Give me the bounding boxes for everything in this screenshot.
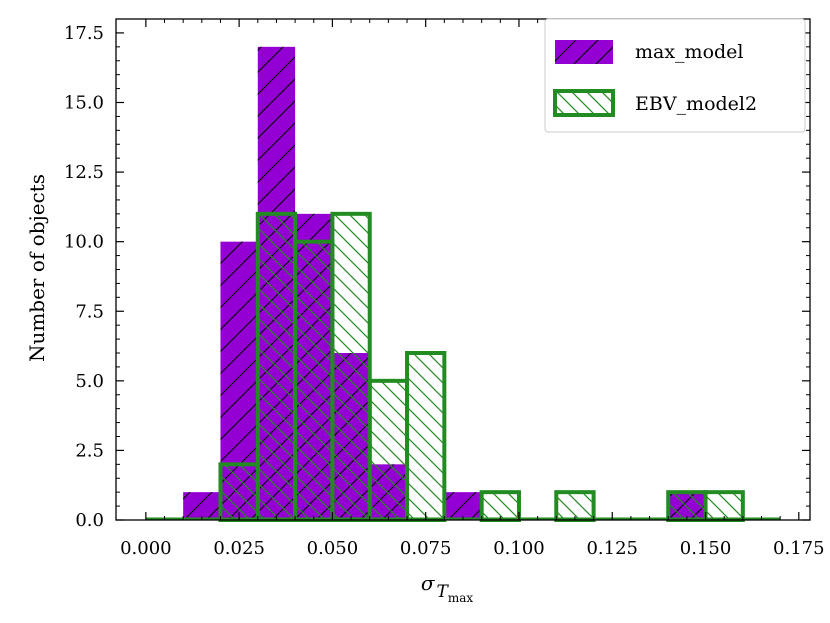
y-axis-label: Number of objects: [25, 174, 49, 362]
y-tick-label: 5.0: [75, 371, 104, 392]
y-tick-label: 17.5: [64, 23, 104, 44]
bar-hatch-ebv-model2: [220, 464, 258, 520]
x-tick-label: 0.075: [400, 538, 452, 559]
bar-hatch-ebv-model2: [556, 492, 594, 520]
x-tick-label: 0.050: [307, 538, 359, 559]
bar-hatch-ebv-model2: [257, 213, 296, 521]
legend-label-max-model: max_model: [635, 41, 744, 63]
x-tick-label: 0.175: [773, 538, 825, 559]
bar-hatch-ebv-model2: [332, 213, 370, 521]
y-tick-label: 15.0: [64, 93, 104, 114]
x-tick-label: 0.150: [680, 538, 732, 559]
ticks: 0.000 0.025 0.050 0.075 0.100 0.125 0.150 0.175…: [64, 19, 825, 559]
legend-swatch-max-model-hatch: [555, 40, 613, 64]
legend-swatch-ebv-model2-hatch: [555, 91, 613, 115]
bar-hatch-ebv-model2: [295, 241, 333, 520]
bar-hatch-ebv-model2: [705, 492, 743, 520]
bar-hatch-ebv-model2: [481, 492, 519, 520]
legend-label-ebv-model2: EBV_model2: [635, 93, 757, 115]
bar-hatch-max-model: [444, 492, 482, 520]
y-tick-label: 10.0: [64, 232, 104, 253]
y-tick-label: 0.0: [75, 510, 104, 531]
y-tick-label: 12.5: [64, 162, 104, 183]
bar-hatch-ebv-model2: [407, 353, 445, 520]
x-tick-label: 0.125: [586, 538, 638, 559]
x-axis-label: σ Tmax: [421, 571, 474, 605]
y-tick-label: 7.5: [75, 301, 104, 322]
bar-hatch-ebv-model2: [369, 380, 408, 520]
legend: max_model EBV_model2: [544, 18, 806, 133]
y-tick-label: 2.5: [75, 440, 104, 461]
x-tick-label: 0.000: [120, 538, 172, 559]
bar-hatch-ebv-model2: [668, 492, 706, 520]
bar-hatch-max-model: [183, 492, 221, 520]
x-tick-label: 0.025: [213, 538, 265, 559]
ebv-model2-bars: [145, 211, 781, 523]
x-tick-label: 0.100: [493, 538, 545, 559]
